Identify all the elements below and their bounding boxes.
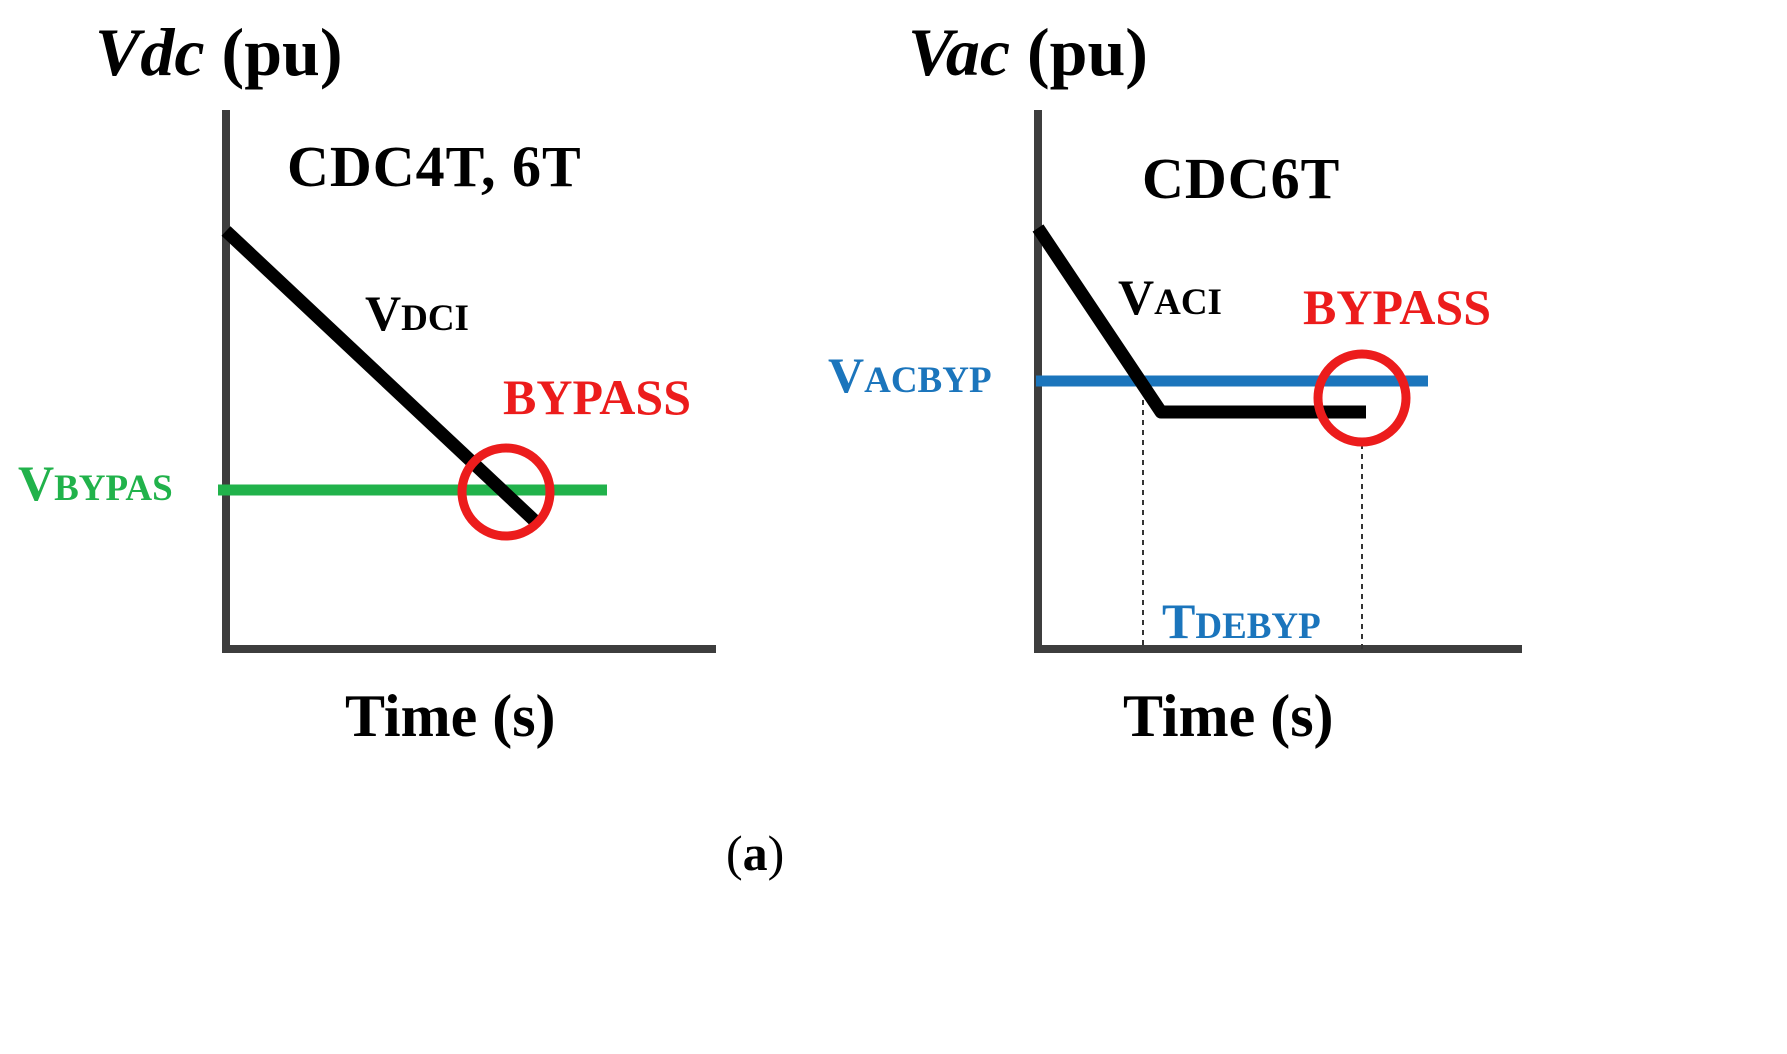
left-y-axis-variable: Vdc	[95, 14, 205, 90]
left-bypass-circle-icon	[457, 443, 555, 541]
right-y-axis-unit: (pu)	[1010, 14, 1148, 90]
left-y-axis-unit: (pu)	[204, 14, 343, 90]
vacbyp-label: VACBYP	[828, 350, 992, 400]
left-chart-title: CDC4T, 6T	[287, 134, 582, 199]
caption-open-paren: (	[726, 825, 743, 881]
caption-letter: a	[742, 825, 768, 881]
vaci-label: VACI	[1118, 272, 1222, 322]
caption-close-paren: )	[767, 825, 785, 881]
vbypas-label-main: V	[18, 455, 55, 511]
vaci-label-sub: ACI	[1154, 282, 1222, 323]
vacbyp-label-sub: ACBYP	[864, 360, 992, 401]
vdci-label: VDCI	[365, 288, 469, 338]
tdebyp-label-sub: DEBYP	[1195, 606, 1321, 647]
left-y-axis-title: Vdc (pu)	[95, 18, 342, 86]
vbypas-label-sub: BYPAS	[54, 468, 173, 509]
right-y-axis-variable: Vac	[908, 14, 1010, 90]
figure-caption: (a)	[726, 828, 784, 878]
left-bypass-label: BYPASS	[503, 369, 692, 425]
vbypas-label: VBYPAS	[18, 458, 173, 508]
left-x-axis-title: Time (s)	[345, 683, 556, 749]
tdebyp-label: TDEBYP	[1162, 596, 1321, 646]
right-bypass-label: BYPASS	[1303, 279, 1492, 335]
vacbyp-label-main: V	[828, 347, 865, 403]
right-bypass-circle-icon	[1313, 349, 1411, 447]
vdci-label-sub: DCI	[401, 298, 469, 339]
right-y-axis-title: Vac (pu)	[908, 18, 1148, 86]
tdebyp-label-main: T	[1162, 593, 1196, 649]
vdci-label-main: V	[365, 285, 402, 341]
vdci-line	[221, 226, 542, 528]
right-chart-title: CDC6T	[1142, 146, 1341, 211]
vaci-line	[1032, 224, 1366, 419]
right-x-axis-title: Time (s)	[1123, 683, 1334, 749]
vaci-label-main: V	[1118, 269, 1155, 325]
